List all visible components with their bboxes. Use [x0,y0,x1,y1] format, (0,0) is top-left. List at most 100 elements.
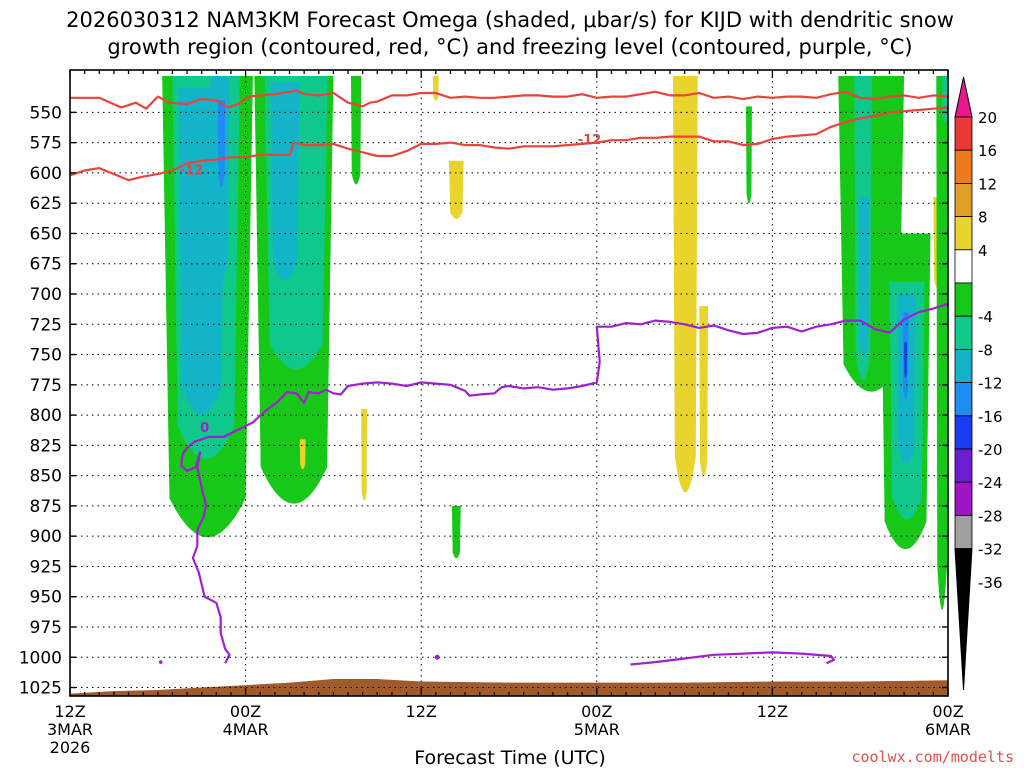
omega-region [449,160,464,219]
y-tick-label: 675 [30,255,62,275]
y-tick-label: 725 [30,315,62,335]
omega-region [299,439,306,470]
y-tick-label: 850 [30,467,62,487]
y-tick-label: 1025 [19,679,62,699]
colorbar-label: -8 [978,341,993,359]
y-tick-label: 750 [30,346,62,366]
colorbar-label: -20 [978,441,1003,459]
colorbar-bin [954,448,973,483]
colorbar-label: -24 [978,474,1003,492]
colorbar-bin [954,249,973,284]
colorbar-label: -28 [978,507,1003,525]
x-tick-label: 12Z [54,702,85,721]
omega-region [672,76,698,493]
omega-region [432,76,439,101]
x-tick-label: 3MAR [47,720,93,739]
colorbar-bin [954,282,973,317]
x-tick-label: 00Z [581,702,612,721]
omega-region [451,505,461,559]
y-tick-label: 800 [30,406,62,426]
colorbar-label: 8 [978,209,988,227]
colorbar-bin [954,315,973,350]
dgz-contour [70,106,948,182]
omega-region [270,82,300,281]
y-tick-label: 700 [30,285,62,305]
omega-region [746,106,752,204]
contours: -12 -12 0 [70,89,948,666]
x-tick-label: 12Z [406,702,437,721]
colorbar-label: -16 [978,408,1003,426]
x-tick-label: 00Z [230,702,261,721]
y-tick-label: 875 [30,497,62,517]
x-axis-title: Forecast Time (UTC) [414,747,605,768]
dgz-contour [70,89,948,110]
plot-area: -12 -12 0 [69,69,949,697]
freezing-level-contour-label: 0 [200,421,209,436]
x-tick-label: 2026 [50,738,91,757]
y-axis-labels: 550 575 600 625 650 675 700 725 750 775 800 825 850 8… [19,103,62,698]
omega-region [350,76,362,185]
y-tick-label: 550 [30,103,62,123]
y-tick-label: 900 [30,527,62,547]
colorbar-bin [954,415,973,450]
x-tick-label: 4MAR [223,720,269,739]
colorbar-label: -4 [978,308,993,326]
omega-region [936,76,948,611]
dgz-contour-label: -12 [578,133,602,148]
colorbar-label: -36 [978,574,1003,592]
colorbar-bin [954,515,973,550]
y-tick-label: 950 [30,588,62,608]
x-tick-label: 6MAR [925,720,971,739]
omega-shading [162,76,948,611]
axis-ticks [69,70,949,696]
freezing-level-contour [181,302,948,455]
credit-text: coolwx.com/modelts [851,748,1014,766]
y-tick-label: 825 [30,436,62,456]
y-tick-label: 925 [30,557,62,577]
x-tick-label: 5MAR [574,720,620,739]
freezing-level-blob [158,660,163,664]
colorbar-label: -12 [978,375,1003,393]
colorbar-bin [954,216,973,251]
omega-region [699,306,709,477]
freezing-level-contour [180,451,202,472]
colorbar-bin [954,382,973,417]
freezing-level-contour [630,651,836,666]
colorbar-bin [954,182,973,217]
colorbar-label: 12 [978,175,997,193]
colorbar-label: 20 [978,109,997,127]
omega-region [361,409,368,501]
colorbar-label: 4 [978,242,988,260]
y-tick-label: 975 [30,618,62,638]
colorbar-label: 16 [978,142,997,160]
grid-lines [70,70,948,696]
omega-region [217,100,226,187]
colorbar-bin [954,116,973,151]
colorbar-bin [954,348,973,383]
y-tick-label: 600 [30,164,62,184]
y-tick-label: 650 [30,224,62,244]
freezing-level-blob [434,654,440,660]
omega-region [904,342,908,379]
colorbar-lower-arrow [954,548,973,691]
freezing-level-contour [191,451,231,664]
terrain-fill [70,679,948,696]
x-tick-label: 12Z [757,702,788,721]
terrain-area [70,679,948,696]
y-tick-label: 1000 [19,648,62,668]
colorbar-upper-arrow [954,76,973,118]
omega-region [858,197,869,356]
colorbar-bin [954,481,973,516]
chart-title-line1: 2026030312 NAM3KM Forecast Omega (shaded… [66,8,954,32]
colorbar-label: -32 [978,541,1003,559]
x-tick-label: 00Z [932,702,963,721]
y-tick-label: 625 [30,194,62,214]
colorbar-bin [954,149,973,184]
dgz-contour-label: -12 [180,163,204,178]
omega-region [942,76,948,123]
y-tick-label: 775 [30,376,62,396]
chart-title-line2: growth region (contoured, red, °C) and f… [107,35,912,59]
colorbar: 20 16 12 8 4 -4 -8 -12 -16 -20 -24 -28 -32 -36 [954,76,1003,691]
